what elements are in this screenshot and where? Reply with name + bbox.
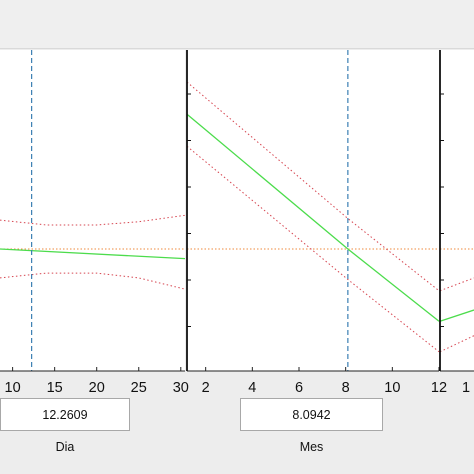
- x-tick-label: 30: [173, 380, 189, 396]
- panel-mes: 2 4 6 8 10 12: [186, 50, 447, 396]
- plot-background: [0, 50, 185, 371]
- panel-partial: 1: [439, 50, 474, 396]
- x-tick-label: 20: [89, 380, 105, 396]
- mes-axis-label: Mes: [299, 440, 324, 454]
- fitted-curve: [186, 113, 440, 322]
- x-tick-label: 2: [202, 380, 210, 396]
- dia-axis-label: Dia: [55, 440, 75, 454]
- figure-toolbar: [0, 0, 474, 49]
- x-tick-label: 8: [342, 380, 350, 396]
- x-tick-label: 10: [384, 380, 400, 396]
- lower-confidence-bound: [0, 272, 186, 290]
- upper-confidence-bound: [0, 214, 186, 226]
- x-tick-label: 15: [47, 380, 63, 396]
- dia-value-field[interactable]: 12.2609: [0, 398, 130, 431]
- lower-confidence-bound: [186, 145, 440, 353]
- mes-value-field[interactable]: 8.0942: [240, 398, 383, 431]
- x-tick-label: 12: [431, 380, 447, 396]
- x-tick-label: 4: [248, 380, 256, 396]
- panel-dia: 10 15 20 25 30: [0, 50, 189, 396]
- x-tick-label: 10: [5, 380, 21, 396]
- upper-confidence-bound: [186, 81, 440, 292]
- plot-background: [440, 50, 474, 371]
- x-tick-label: 25: [131, 380, 147, 396]
- fitted-curve: [439, 309, 474, 322]
- plot-background: [187, 50, 439, 371]
- fitted-curve: [0, 248, 186, 260]
- x-tick-label: 6: [295, 380, 303, 396]
- x-tick-label: 1: [462, 380, 470, 396]
